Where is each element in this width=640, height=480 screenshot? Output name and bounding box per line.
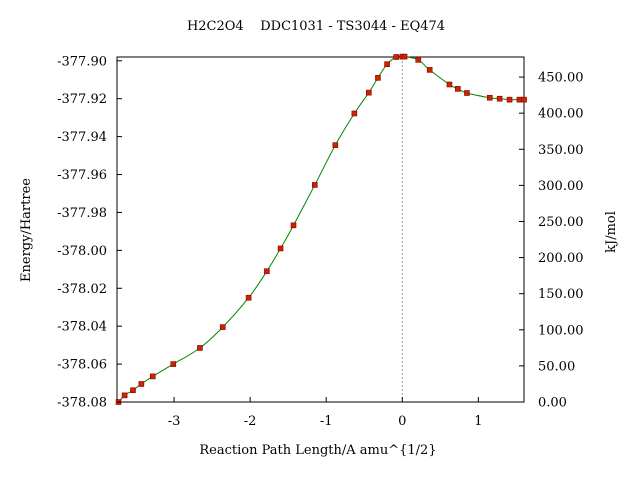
data-point xyxy=(375,75,381,81)
y-tick-label: -377.90 xyxy=(57,54,107,69)
data-point xyxy=(415,57,422,63)
data-point xyxy=(446,81,453,88)
data-point xyxy=(332,142,339,148)
y-tick-label: -378.04 xyxy=(57,320,107,335)
data-point xyxy=(149,373,156,380)
data-point xyxy=(464,90,470,96)
data-point xyxy=(366,89,372,96)
y2-tick-label: 0.00 xyxy=(538,396,567,411)
data-point xyxy=(138,381,145,387)
data-point xyxy=(455,86,461,92)
x-axis-label: Reaction Path Length/A amu^{1/2} xyxy=(199,443,436,458)
data-point xyxy=(496,95,503,102)
data-point xyxy=(197,345,203,351)
y2-tick-label: 350.00 xyxy=(538,143,584,158)
x-tick-label: 0 xyxy=(398,414,406,429)
data-point xyxy=(290,222,297,229)
y2-tick-label: 450.00 xyxy=(538,71,584,86)
data-point xyxy=(521,96,527,103)
data-point xyxy=(426,67,433,73)
y2-tick-label: 200.00 xyxy=(538,251,584,266)
y-axis-label: Energy/Hartree xyxy=(19,178,34,282)
data-point xyxy=(384,61,390,68)
data-point xyxy=(351,110,358,117)
data-point xyxy=(393,54,399,60)
y-tick-label: -377.98 xyxy=(57,206,107,221)
y2-tick-label: 400.00 xyxy=(538,107,584,122)
y-tick-label: -377.96 xyxy=(57,168,107,183)
y-tick-label: -378.02 xyxy=(57,282,107,297)
y-tick-label: -377.94 xyxy=(57,130,107,145)
y2-tick-label: 300.00 xyxy=(538,179,584,194)
data-point xyxy=(264,268,270,275)
y-tick-label: -378.08 xyxy=(57,396,107,411)
data-point xyxy=(121,392,128,399)
x-tick-label: -2 xyxy=(244,414,257,429)
x-tick-label: 1 xyxy=(474,414,482,429)
x-tick-label: -3 xyxy=(168,414,181,429)
y2-tick-label: 250.00 xyxy=(538,215,584,230)
data-point xyxy=(277,245,284,252)
data-point xyxy=(401,53,408,60)
data-point xyxy=(130,387,136,394)
data-point xyxy=(516,96,523,103)
data-point xyxy=(219,324,226,330)
y-tick-label: -378.00 xyxy=(57,244,107,259)
data-point xyxy=(170,361,177,367)
data-point xyxy=(245,294,252,301)
data-point xyxy=(311,182,318,188)
data-point xyxy=(486,94,493,101)
plot-frame xyxy=(116,56,525,403)
chart-title: H2C2O4 DDC1031 - TS3044 - EQ474 xyxy=(187,19,445,34)
y2-tick-label: 150.00 xyxy=(538,287,584,302)
y2-axis-label: kJ/mol xyxy=(604,211,619,253)
data-point xyxy=(506,96,513,103)
y2-tick-label: 100.00 xyxy=(538,323,584,338)
energy-curve xyxy=(118,55,524,403)
y2-tick-label: 50.00 xyxy=(538,359,575,374)
x-tick-label: -1 xyxy=(320,414,333,429)
y-tick-label: -377.92 xyxy=(57,92,107,107)
y-tick-label: -378.06 xyxy=(57,358,107,373)
